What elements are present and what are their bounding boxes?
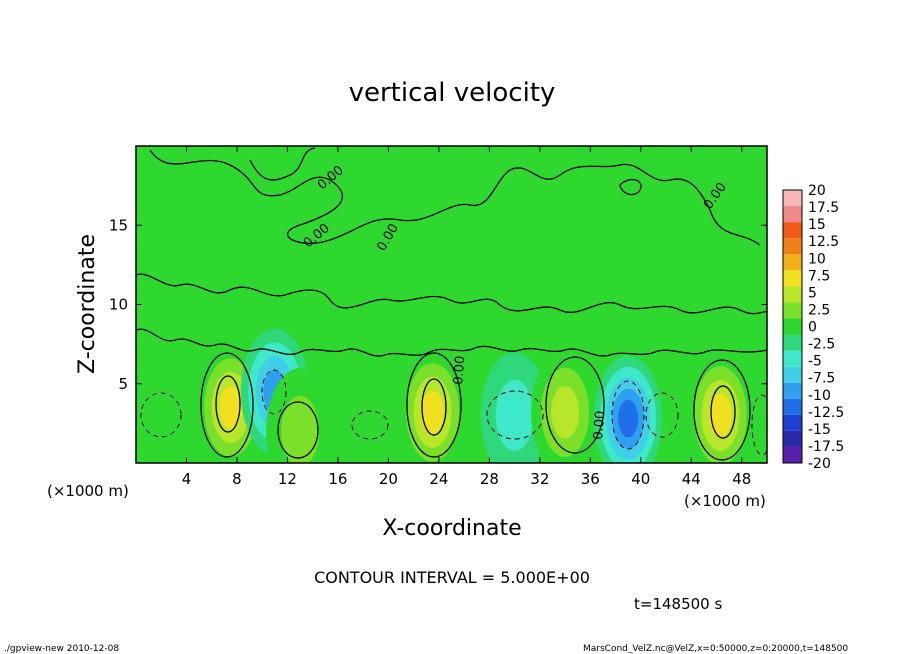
colorbar: -20-17.5-15-12.5-10-7.5-5-2.502.557.5101…: [782, 183, 844, 472]
x-tick-label: 12: [278, 470, 297, 488]
x-tick-label: 4: [182, 470, 192, 488]
downdraft-contour: [645, 392, 679, 438]
zero-contour-upper: [136, 273, 767, 315]
colorbar-swatch: [783, 206, 802, 223]
x-tick-label: 44: [682, 470, 701, 488]
downdraft-contour: [140, 392, 182, 438]
footer-left: ./gpview-new 2010-12-08: [4, 644, 119, 654]
colorbar-swatch: [783, 398, 802, 415]
colorbar-swatch: [783, 190, 802, 207]
colorbar-label: 5: [808, 285, 817, 301]
colorbar-label: 20: [808, 183, 826, 199]
x-tick-label: 28: [480, 470, 499, 488]
downdraft-contour: [611, 380, 645, 450]
colorbar-label: 17.5: [808, 200, 839, 216]
colorbar-label: -17.5: [808, 439, 844, 455]
y-tick-label: 15: [109, 216, 128, 234]
updraft-contour: [421, 378, 447, 436]
y-axis: 5 10 15: [109, 216, 767, 393]
colorbar-swatch: [783, 446, 802, 463]
colorbar-swatch: [783, 382, 802, 399]
time-stamp: t=148500 s: [634, 595, 722, 613]
zero-contour-upper: [149, 149, 761, 246]
chart-title: vertical velocity: [349, 78, 556, 108]
colorbar-label: -5: [808, 354, 822, 370]
colorbar-label: -2.5: [808, 337, 835, 353]
colorbar-swatch: [783, 414, 802, 431]
colorbar-label: 12.5: [808, 234, 839, 250]
contour-lines: [136, 147, 767, 461]
velocity-cell-band: [281, 395, 320, 463]
zero-contour-upper: [249, 147, 316, 181]
y-axis-label: Z-coordinate: [75, 234, 100, 374]
colorbar-label: -10: [808, 388, 831, 404]
colorbar-swatch: [783, 270, 802, 287]
colorbar-swatch: [783, 318, 802, 335]
x-tick-label: 16: [328, 470, 347, 488]
colorbar-label: 2.5: [808, 302, 830, 318]
colorbar-swatch: [783, 222, 802, 239]
x-tick-label: 20: [379, 470, 398, 488]
colorbar-swatch: [783, 302, 802, 319]
contour-label: 0.00: [451, 355, 468, 385]
colorbar-swatch: [783, 238, 802, 255]
zero-contour-upper: [619, 178, 642, 196]
plot-area: 0.00 0.00 0.00 0.00 0.00 0.00 4 8 12 16 20 24…: [109, 145, 768, 488]
contour-label: 0.00: [591, 410, 608, 440]
downdraft-contour: [751, 394, 767, 456]
x-tick-label: 32: [530, 470, 549, 488]
x-unit-left: (×1000 m): [47, 482, 129, 500]
colorbar-swatch: [783, 350, 802, 367]
downdraft-contour: [261, 369, 287, 415]
colorbar-swatch: [783, 366, 802, 383]
velocity-cell-band: [708, 393, 732, 438]
updraft-contour: [277, 401, 319, 459]
x-tick-label: 36: [581, 470, 600, 488]
y-tick-label: 5: [118, 375, 128, 393]
updraft-contour: [215, 375, 241, 433]
x-tick-label: 24: [429, 470, 448, 488]
colorbar-label: 0: [808, 320, 817, 336]
velocity-cell-band: [421, 390, 445, 435]
x-tick-label: 8: [232, 470, 242, 488]
zero-contour-lower: [136, 328, 767, 357]
updraft-contour: [693, 359, 751, 461]
y-tick-label: 10: [109, 296, 128, 314]
velocity-field: [196, 328, 755, 463]
velocity-cell-band: [495, 379, 534, 451]
x-axis-label: X-coordinate: [382, 516, 521, 541]
x-axis: 4 8 12 16 20 24 28 32 36 40 44 48: [182, 146, 751, 488]
velocity-cell-band: [219, 385, 243, 430]
colorbar-swatch: [783, 286, 802, 303]
colorbar-frame: [782, 189, 803, 464]
colorbar-label: 15: [808, 217, 826, 233]
updraft-contour: [545, 356, 605, 454]
colorbar-label: -20: [808, 456, 831, 472]
colorbar-label: 10: [808, 251, 826, 267]
downdraft-contour: [486, 390, 544, 440]
colorbar-swatch: [783, 430, 802, 447]
velocity-cell-band: [551, 385, 580, 439]
colorbar-swatch: [783, 334, 802, 351]
negative-contours: [140, 369, 767, 456]
updraft-contour: [710, 385, 736, 439]
velocity-cell-band: [618, 399, 639, 438]
colorbar-swatch: [783, 254, 802, 271]
x-tick-label: 40: [631, 470, 650, 488]
colorbar-label: -15: [808, 422, 831, 438]
colorbar-label: -12.5: [808, 405, 844, 421]
contour-interval: CONTOUR INTERVAL = 5.000E+00: [314, 568, 590, 587]
x-tick-label: 48: [732, 470, 751, 488]
x-unit-right: (×1000 m): [684, 492, 766, 510]
footer-right: MarsCond_VelZ.nc@VelZ,x=0:50000,z=0:2000…: [583, 644, 848, 654]
downdraft-contour: [351, 410, 389, 440]
colorbar-label: 7.5: [808, 268, 830, 284]
updraft-contour: [406, 352, 462, 458]
colorbar-label: -7.5: [808, 371, 835, 387]
updraft-contour: [200, 352, 254, 458]
